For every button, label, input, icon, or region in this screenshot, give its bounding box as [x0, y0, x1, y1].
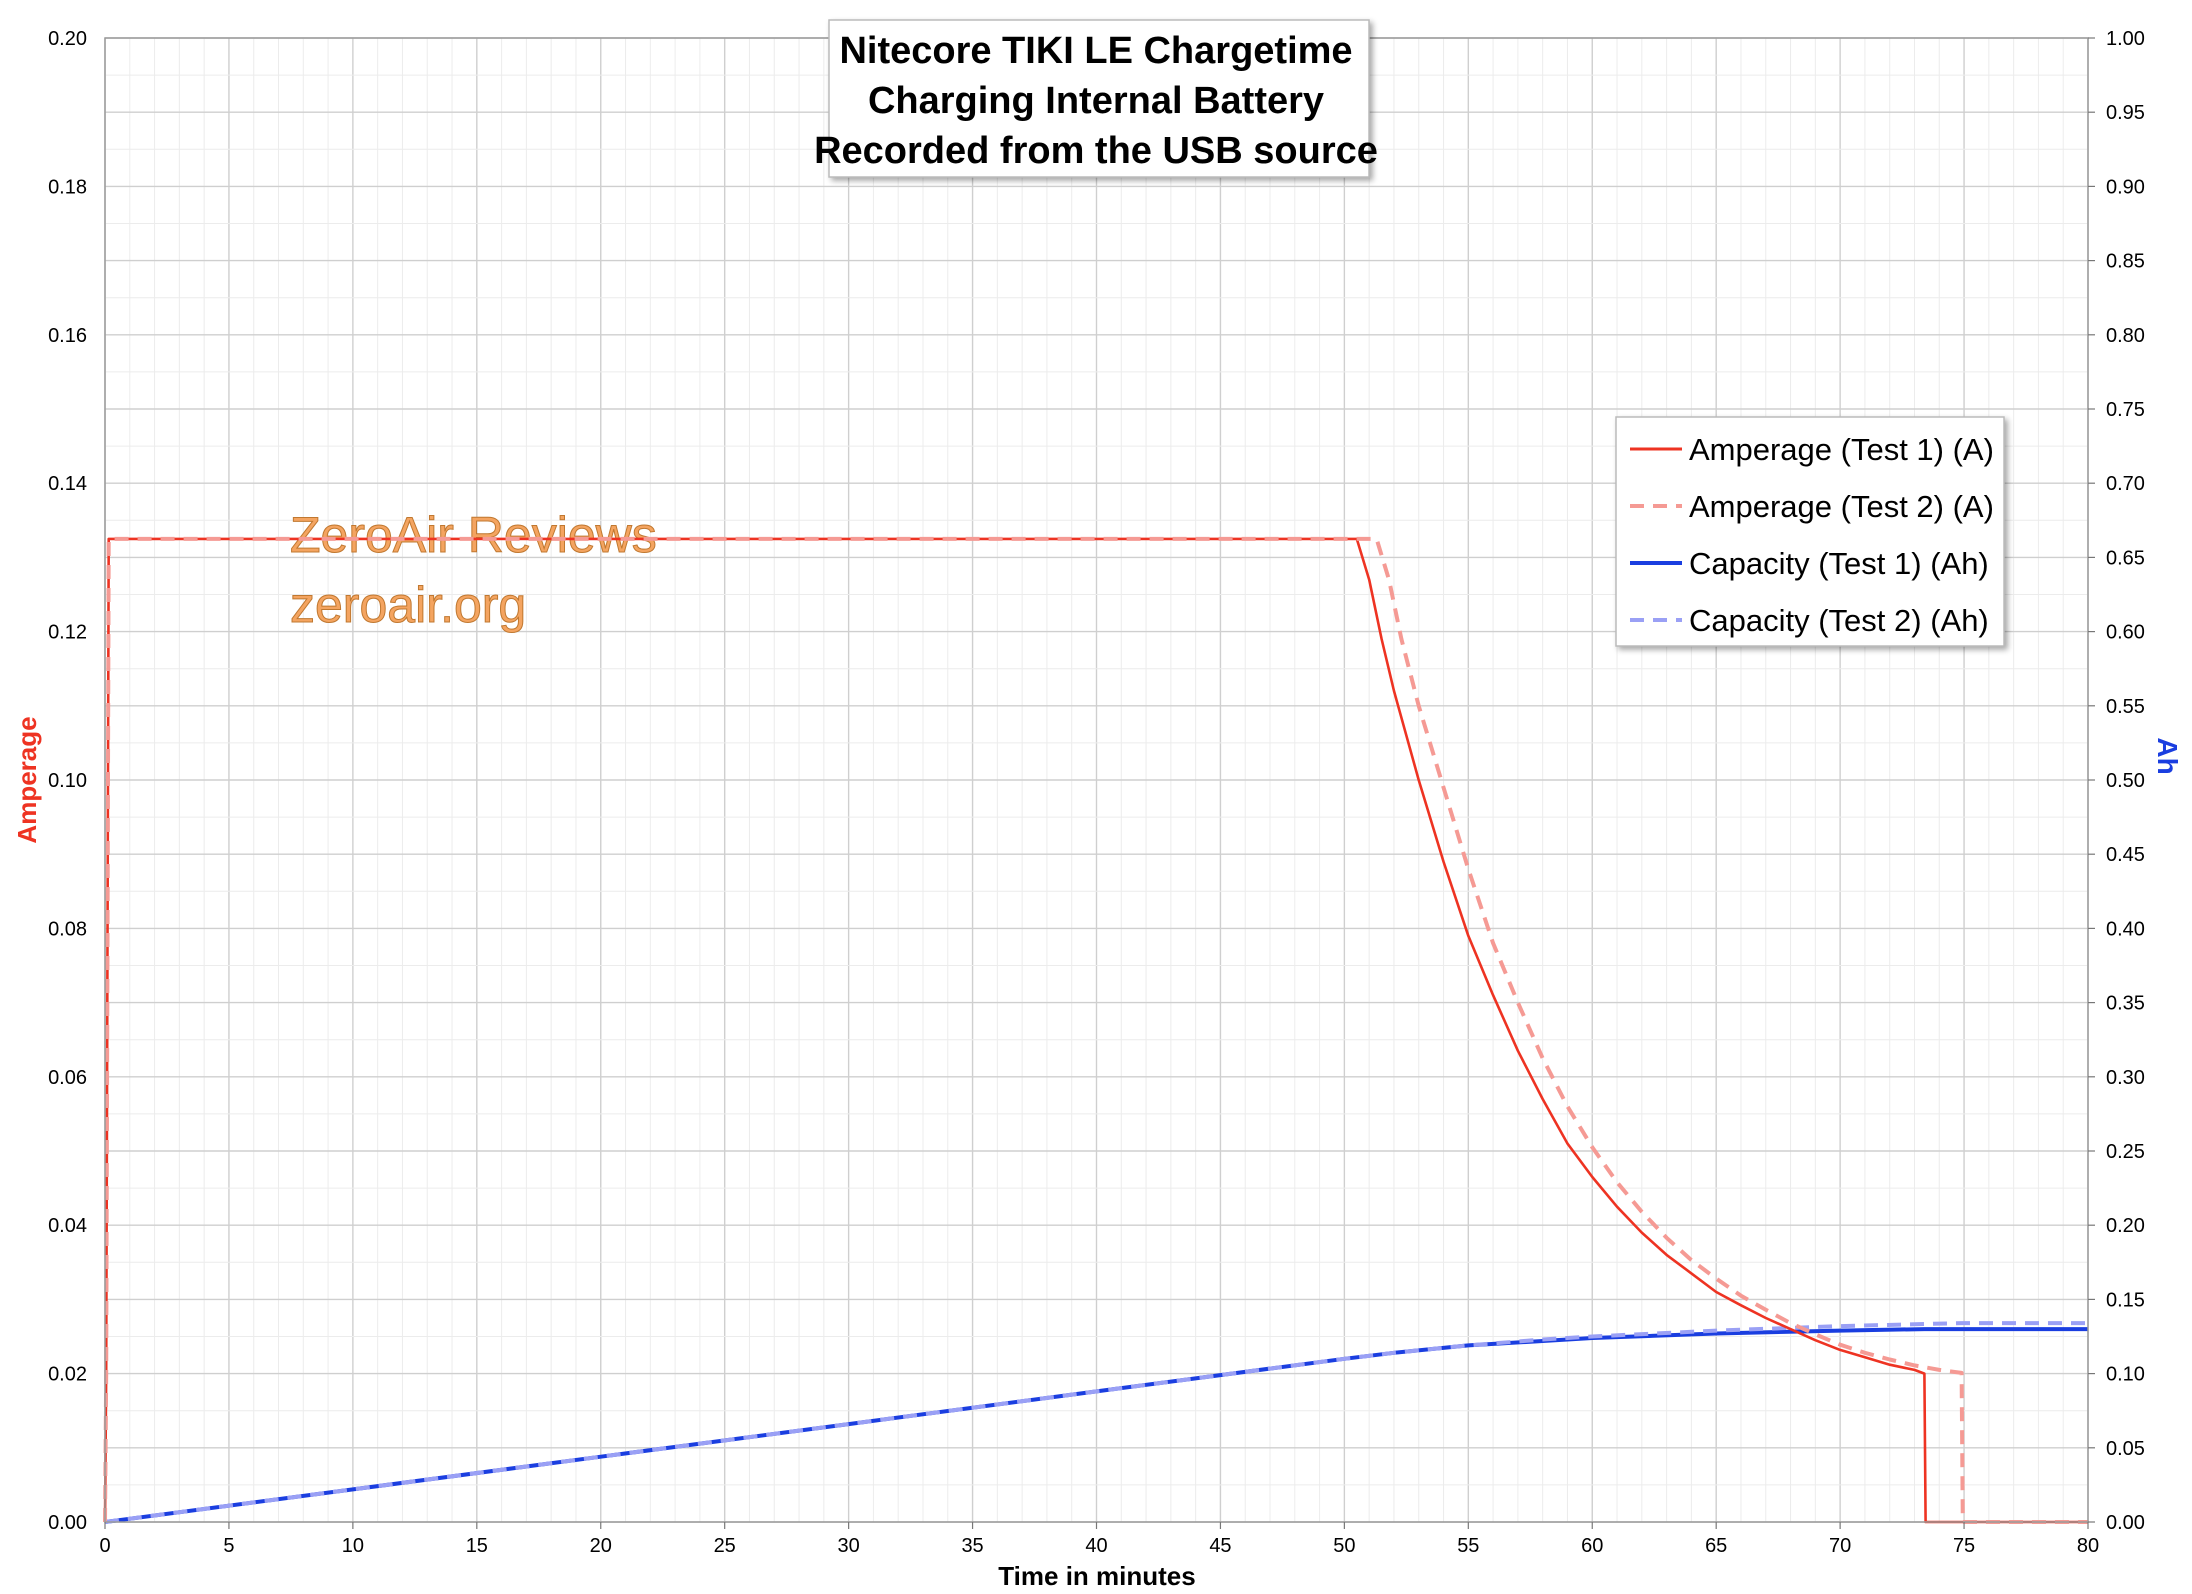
- chart-title-line-3: Recorded from the USB source: [814, 130, 1378, 172]
- y-left-tick-label: 0.02: [48, 1364, 87, 1386]
- x-tick-label: 35: [961, 1535, 983, 1557]
- y-axis-left-label: Amperage: [12, 716, 42, 843]
- y-right-tick-label: 0.00: [2106, 1512, 2145, 1534]
- series-line-1: [103, 537, 2088, 1524]
- y-left-tick-label: 0.08: [48, 918, 87, 940]
- y-right-tick-labels: 0.00 0.05 0.10 0.15 0.20 0.25 0.30 0.35 0.40 0.45…: [2106, 28, 2145, 1534]
- x-tick-label: 60: [1581, 1535, 1603, 1557]
- y-left-tick-labels: 0.00 0.02 0.04 0.06 0.08 0.10 0.12 0.14 0.16 0.18…: [48, 28, 87, 1534]
- x-tick-label: 30: [838, 1535, 860, 1557]
- y-right-tick-label: 0.60: [2106, 622, 2145, 644]
- series-layer: [103, 536, 2088, 1524]
- x-tick-label: 15: [466, 1535, 488, 1557]
- y-right-tick-label: 0.75: [2106, 399, 2145, 421]
- x-tick-labels: 0 5 10 15 20 25 30 35 40 45 50 55 60 65 70 75 80: [99, 1535, 2099, 1557]
- y-right-tick-label: 0.05: [2106, 1438, 2145, 1460]
- y-right-tick-label: 0.25: [2106, 1141, 2145, 1163]
- title-box: Nitecore TIKI LE Chargetime Charging Int…: [814, 19, 1378, 178]
- legend-frame: [1615, 416, 2005, 647]
- y-left-tick-label: 0.14: [48, 473, 87, 495]
- title-box-frame: [828, 19, 1370, 178]
- x-tick-label: 0: [99, 1535, 110, 1557]
- y-right-tick-label: 0.15: [2106, 1289, 2145, 1311]
- legend-label-4: Capacity (Test 2) (Ah): [1689, 603, 1989, 638]
- y-right-tick-label: 0.20: [2106, 1215, 2145, 1237]
- y-right-tick-label: 0.45: [2106, 844, 2145, 866]
- y-right-tick-label: 0.80: [2106, 325, 2145, 347]
- legend-label-3: Capacity (Test 1) (Ah): [1689, 546, 1989, 581]
- x-tick-label: 50: [1333, 1535, 1355, 1557]
- y-left-tick-label: 0.12: [48, 622, 87, 644]
- y-right-tick-label: 1.00: [2106, 28, 2145, 50]
- x-tick-label: 5: [223, 1535, 234, 1557]
- y-left-tick-label: 0.00: [48, 1512, 87, 1534]
- y-right-tick-label: 0.70: [2106, 473, 2145, 495]
- legend-label-2: Amperage (Test 2) (A): [1689, 489, 1994, 524]
- y-axis-right-label: Ah: [2152, 737, 2183, 774]
- x-tick-label: 65: [1705, 1535, 1727, 1557]
- y-right-tick-label: 0.65: [2106, 547, 2145, 569]
- x-tick-label: 25: [714, 1535, 736, 1557]
- x-axis-label: Time in minutes: [998, 1561, 1195, 1591]
- y-right-tick-label: 0.35: [2106, 993, 2145, 1015]
- legend-label-1: Amperage (Test 1) (A): [1689, 432, 1994, 467]
- legend: Amperage (Test 1) (A) Amperage (Test 2) (…: [1615, 416, 2005, 647]
- y-left-tick-label: 0.10: [48, 770, 87, 792]
- x-tick-label: 45: [1209, 1535, 1231, 1557]
- y-right-tick-label: 0.90: [2106, 176, 2145, 198]
- x-tick-label: 40: [1085, 1535, 1107, 1557]
- x-tick-label: 20: [590, 1535, 612, 1557]
- watermark-line-2: zeroair.org: [290, 577, 526, 633]
- y-right-tick-label: 0.85: [2106, 251, 2145, 273]
- watermark-line-1: ZeroAir Reviews: [290, 507, 657, 563]
- y-left-tick-label: 0.16: [48, 325, 87, 347]
- y-right-tick-label: 0.10: [2106, 1364, 2145, 1386]
- watermark: ZeroAir Reviews zeroair.org: [290, 507, 658, 634]
- y-left-tick-label: 0.20: [48, 28, 87, 50]
- x-tick-label: 70: [1829, 1535, 1851, 1557]
- x-tick-label: 80: [2077, 1535, 2099, 1557]
- chart-title-line-1: Nitecore TIKI LE Chargetime: [839, 30, 1352, 72]
- x-tick-label: 75: [1953, 1535, 1975, 1557]
- chart-title-line-2: Charging Internal Battery: [868, 80, 1324, 122]
- x-tick-label: 10: [342, 1535, 364, 1557]
- series-line-2: [103, 536, 2088, 1524]
- x-tick-label: 55: [1457, 1535, 1479, 1557]
- y-right-tick-label: 0.95: [2106, 102, 2145, 124]
- grid: [104, 37, 2089, 1523]
- y-right-tick-label: 0.30: [2106, 1067, 2145, 1089]
- y-left-tick-label: 0.18: [48, 176, 87, 198]
- y-left-tick-label: 0.04: [48, 1215, 87, 1237]
- y-right-tick-label: 0.50: [2106, 770, 2145, 792]
- y-right-tick-label: 0.40: [2106, 918, 2145, 940]
- y-left-tick-label: 0.06: [48, 1067, 87, 1089]
- y-right-tick-label: 0.55: [2106, 696, 2145, 718]
